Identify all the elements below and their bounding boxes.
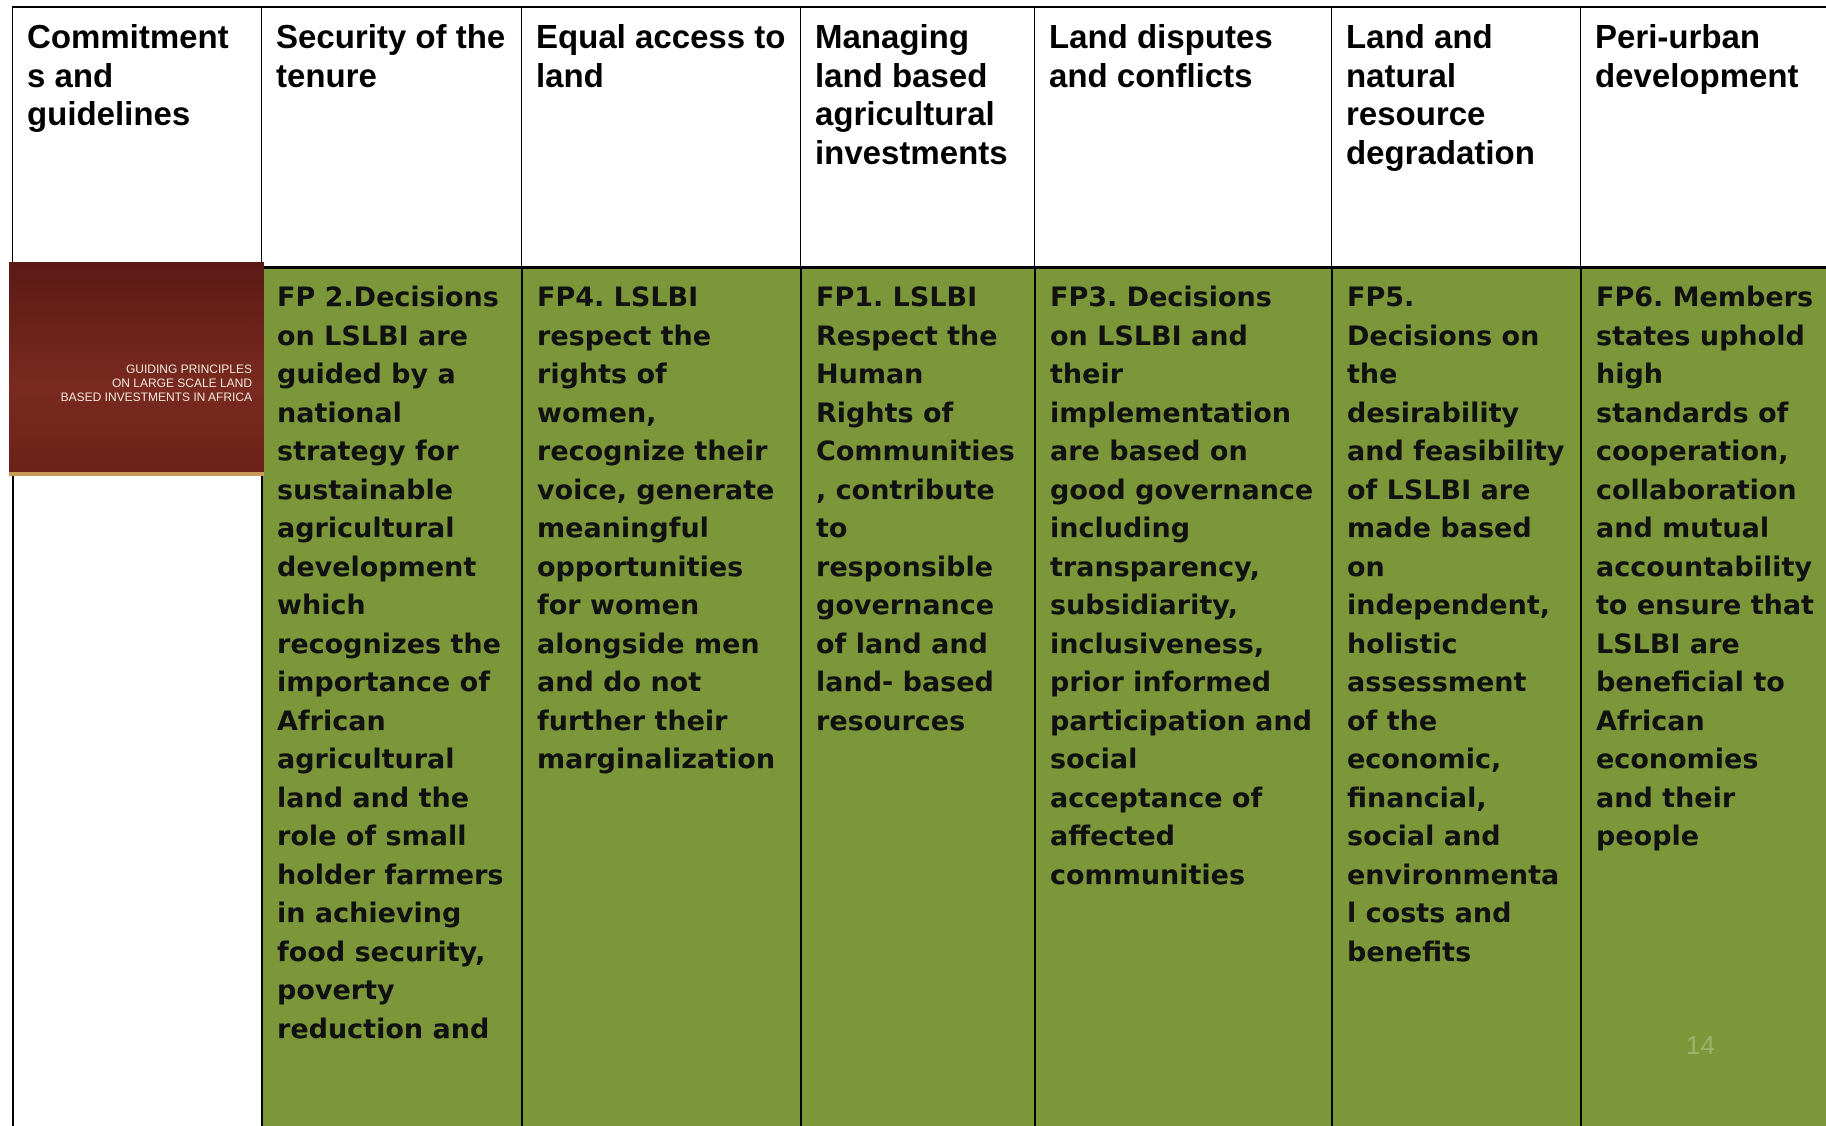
body-cell: FP4. LSLBI respect the rights of women, …: [521, 266, 800, 1126]
cover-image: GUIDING PRINCIPLES ON LARGE SCALE LAND BAS…: [9, 262, 264, 472]
body-cell: FP3. Decisions on LSLBI and their implem…: [1034, 266, 1331, 1126]
header-cell: Security of the tenure: [261, 6, 522, 268]
header-cell: Commitments and guidelines: [12, 6, 262, 268]
cover-title: BASED INVESTMENTS IN AFRICA: [60, 390, 252, 404]
header-cell: Land disputes and conflicts: [1034, 6, 1332, 268]
header-cell: Equal access to land: [521, 6, 801, 268]
body-cell: FP1. LSLBI Respect the Human Rights of C…: [800, 266, 1034, 1126]
header-cell: Peri-urban development: [1580, 6, 1826, 268]
cover-title: ON LARGE SCALE LAND: [111, 376, 252, 390]
header-cell: Land and natural resource degradation: [1331, 6, 1581, 268]
cover-title: GUIDING PRINCIPLES: [125, 362, 252, 376]
page-number: 14: [1686, 1030, 1715, 1060]
body-cell: FP6. Members states uphold high standard…: [1580, 266, 1826, 1126]
header-cell: Managing land based agricultural investm…: [800, 6, 1035, 268]
body-cell: FP 2.Decisions on LSLBI are guided by a …: [261, 266, 521, 1126]
body-cell: FP5. Decisions on the desirability and f…: [1331, 266, 1580, 1126]
